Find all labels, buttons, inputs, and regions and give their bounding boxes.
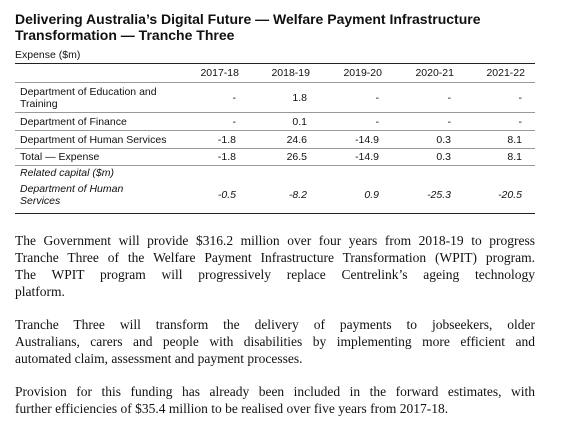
measure-title-line-1: Delivering Australia’s Digital Future — … [15, 11, 481, 27]
table-cell: - [392, 112, 464, 131]
year-header: 2020-21 [392, 64, 464, 83]
paragraph-1: The Government will provide $316.2 milli… [15, 233, 535, 299]
year-header: 2017-18 [178, 64, 249, 83]
table-cell: 24.6 [249, 130, 320, 149]
table-cell: 1.8 [292, 91, 307, 104]
table-cell: -14.9 [320, 130, 392, 149]
table-row: Department of Education and Training - 1… [15, 83, 535, 113]
related-capital-heading-row: Related capital ($m) [15, 165, 535, 180]
table-cell: 0.1 [249, 112, 320, 131]
capital-row: Department of Human Services -0.5 -8.2 0… [15, 180, 535, 210]
header-spacer [15, 64, 178, 83]
total-row: Total — Expense -1.8 26.5 -14.9 0.3 8.1 [15, 148, 535, 166]
table-cell: -25.3 [427, 188, 451, 201]
row-label: Department of Finance [15, 112, 178, 131]
table-cell: - [375, 91, 380, 104]
financial-table: 2017-18 2018-19 2019-20 2020-21 2021-22 … [15, 64, 535, 210]
table-bottom-rule [15, 213, 535, 214]
table-cell: -1.8 [178, 148, 249, 166]
year-header: 2019-20 [320, 64, 392, 83]
table-cell: - [518, 91, 523, 104]
paragraph-3: Provision for this funding has already b… [15, 384, 535, 416]
related-capital-label: Related capital ($m) [15, 165, 535, 180]
table-cell: 26.5 [249, 148, 320, 166]
table-row: Department of Human Services -1.8 24.6 -… [15, 130, 535, 149]
row-label: Total — Expense [15, 148, 178, 166]
table-cell: -0.5 [217, 188, 236, 201]
table-cell: - [232, 91, 237, 104]
expense-unit-label: Expense ($m) [15, 49, 81, 61]
table-cell: - [178, 112, 249, 131]
table-cell: 8.1 [464, 130, 535, 149]
table-row: Department of Finance - 0.1 - - - [15, 112, 535, 131]
measure-title-line-2: Transformation — Tranche Three [15, 27, 235, 43]
table-cell: 0.9 [364, 188, 379, 201]
row-label: Department of Education and Training [20, 85, 157, 110]
table-header-row: 2017-18 2018-19 2019-20 2020-21 2021-22 [15, 64, 535, 83]
year-header: 2018-19 [249, 64, 320, 83]
table-cell: - [320, 112, 392, 131]
table-cell: -8.2 [288, 188, 307, 201]
table-cell: 8.1 [464, 148, 535, 166]
table-cell: -20.5 [498, 188, 522, 201]
table-cell: 0.3 [392, 148, 464, 166]
paragraph-2: Tranche Three will transform the deliver… [15, 317, 535, 366]
table-cell: - [464, 112, 535, 131]
row-label: Department of Human Services [20, 182, 124, 207]
table-cell: -1.8 [178, 130, 249, 149]
table-top-rule [15, 63, 535, 64]
table-cell: - [447, 91, 452, 104]
measure-title: Delivering Australia’s Digital Future — … [15, 11, 535, 43]
table-cell: 0.3 [392, 130, 464, 149]
year-header: 2021-22 [464, 64, 535, 83]
row-label: Department of Human Services [15, 130, 178, 149]
table-cell: -14.9 [320, 148, 392, 166]
